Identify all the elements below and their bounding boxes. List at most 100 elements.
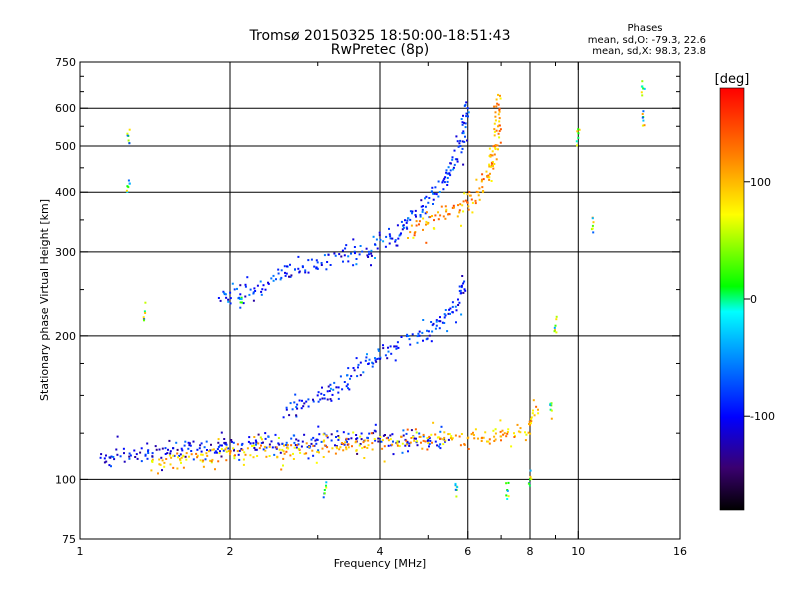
data-point bbox=[493, 105, 496, 108]
data-point bbox=[447, 312, 450, 315]
data-point bbox=[244, 285, 247, 288]
data-point bbox=[315, 266, 318, 269]
data-point bbox=[279, 451, 282, 454]
data-point bbox=[445, 169, 448, 172]
data-point bbox=[347, 446, 350, 449]
data-point bbox=[446, 172, 449, 175]
data-point bbox=[443, 316, 446, 319]
data-point bbox=[317, 425, 320, 428]
data-point bbox=[537, 408, 539, 411]
data-point bbox=[482, 436, 485, 439]
data-point bbox=[185, 458, 188, 461]
data-point bbox=[299, 451, 302, 454]
data-point bbox=[411, 210, 414, 213]
data-point bbox=[428, 445, 430, 448]
data-point bbox=[219, 299, 222, 302]
data-point bbox=[315, 438, 318, 441]
data-point bbox=[436, 444, 439, 447]
data-point bbox=[477, 191, 480, 194]
data-point bbox=[256, 455, 259, 457]
data-point bbox=[286, 265, 288, 268]
data-point bbox=[199, 459, 202, 462]
data-point bbox=[445, 208, 448, 211]
data-point bbox=[312, 436, 315, 439]
data-point bbox=[346, 440, 348, 443]
data-point bbox=[377, 348, 380, 351]
data-point bbox=[326, 261, 329, 263]
data-point bbox=[461, 121, 464, 124]
data-point bbox=[477, 194, 480, 197]
data-point bbox=[323, 439, 326, 442]
data-point bbox=[340, 255, 343, 258]
data-point bbox=[367, 444, 370, 447]
data-point bbox=[312, 454, 315, 457]
data-point bbox=[550, 402, 553, 405]
data-point bbox=[592, 221, 595, 224]
data-point bbox=[459, 289, 462, 292]
data-point bbox=[451, 305, 454, 308]
data-point bbox=[641, 94, 644, 97]
data-point bbox=[528, 484, 531, 487]
data-point bbox=[196, 454, 199, 457]
data-point bbox=[328, 390, 331, 392]
data-point bbox=[532, 409, 534, 412]
data-point bbox=[387, 346, 389, 349]
data-point bbox=[439, 437, 442, 440]
data-point bbox=[277, 272, 280, 275]
data-point bbox=[441, 181, 444, 184]
data-point bbox=[323, 397, 326, 400]
data-point bbox=[431, 330, 434, 333]
data-point bbox=[550, 404, 553, 407]
data-point bbox=[462, 163, 465, 166]
data-point bbox=[342, 431, 345, 434]
data-point bbox=[323, 444, 326, 447]
data-point bbox=[490, 180, 493, 182]
data-point bbox=[451, 206, 454, 209]
y-tick-label: 600 bbox=[55, 102, 76, 115]
data-point bbox=[457, 304, 460, 306]
data-point bbox=[432, 322, 435, 325]
data-point bbox=[308, 445, 311, 448]
data-point bbox=[402, 224, 405, 227]
data-point bbox=[452, 204, 455, 207]
data-point bbox=[110, 465, 112, 468]
data-point bbox=[434, 214, 437, 217]
data-point bbox=[497, 132, 500, 135]
data-point bbox=[467, 115, 469, 118]
data-point bbox=[296, 403, 299, 406]
data-point bbox=[485, 170, 488, 173]
data-point bbox=[407, 237, 409, 239]
data-point bbox=[115, 448, 118, 451]
data-point bbox=[212, 448, 215, 451]
data-point bbox=[488, 176, 491, 179]
data-point bbox=[244, 295, 247, 298]
data-point bbox=[576, 144, 578, 147]
data-point bbox=[425, 220, 428, 223]
data-point bbox=[494, 146, 497, 149]
data-point bbox=[135, 453, 138, 456]
data-point bbox=[283, 265, 286, 268]
data-point bbox=[304, 271, 307, 274]
data-point bbox=[643, 124, 646, 127]
data-point bbox=[347, 387, 349, 390]
data-point bbox=[453, 149, 456, 152]
y-axis-label: Stationary phase Virtual Height [km] bbox=[38, 199, 51, 401]
data-point bbox=[429, 439, 432, 442]
data-point bbox=[444, 176, 447, 179]
data-point bbox=[139, 451, 142, 454]
series-points bbox=[217, 101, 470, 305]
data-point bbox=[229, 450, 232, 453]
data-point bbox=[326, 436, 329, 439]
data-point bbox=[372, 235, 375, 238]
data-point bbox=[384, 245, 387, 248]
legend-line-x: mean, sd,X: 98.3, 23.8 bbox=[592, 46, 706, 57]
data-point bbox=[356, 452, 359, 455]
data-point bbox=[463, 443, 466, 446]
data-point bbox=[158, 463, 161, 466]
data-point bbox=[286, 444, 289, 446]
data-point bbox=[158, 458, 161, 461]
data-point bbox=[437, 195, 440, 198]
data-point bbox=[201, 460, 204, 463]
data-point bbox=[527, 482, 530, 485]
data-point bbox=[499, 97, 502, 100]
